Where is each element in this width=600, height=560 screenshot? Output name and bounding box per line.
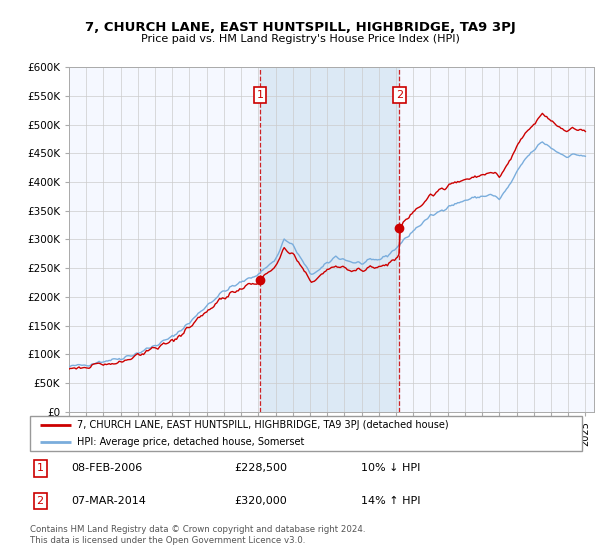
Text: 14% ↑ HPI: 14% ↑ HPI <box>361 496 421 506</box>
Bar <box>260 67 400 412</box>
Text: 08-FEB-2006: 08-FEB-2006 <box>71 464 143 473</box>
FancyBboxPatch shape <box>30 416 582 451</box>
Text: Contains HM Land Registry data © Crown copyright and database right 2024.
This d: Contains HM Land Registry data © Crown c… <box>30 525 365 545</box>
Text: 10% ↓ HPI: 10% ↓ HPI <box>361 464 421 473</box>
Text: 7, CHURCH LANE, EAST HUNTSPILL, HIGHBRIDGE, TA9 3PJ: 7, CHURCH LANE, EAST HUNTSPILL, HIGHBRID… <box>85 21 515 34</box>
Text: 2: 2 <box>396 90 403 100</box>
Text: 2: 2 <box>37 496 44 506</box>
Text: £320,000: £320,000 <box>234 496 287 506</box>
Text: £228,500: £228,500 <box>234 464 287 473</box>
Text: 07-MAR-2014: 07-MAR-2014 <box>71 496 146 506</box>
Text: HPI: Average price, detached house, Somerset: HPI: Average price, detached house, Some… <box>77 437 304 447</box>
Text: 1: 1 <box>257 90 263 100</box>
Text: 1: 1 <box>37 464 44 473</box>
Text: 7, CHURCH LANE, EAST HUNTSPILL, HIGHBRIDGE, TA9 3PJ (detached house): 7, CHURCH LANE, EAST HUNTSPILL, HIGHBRID… <box>77 420 449 430</box>
Text: Price paid vs. HM Land Registry's House Price Index (HPI): Price paid vs. HM Land Registry's House … <box>140 34 460 44</box>
